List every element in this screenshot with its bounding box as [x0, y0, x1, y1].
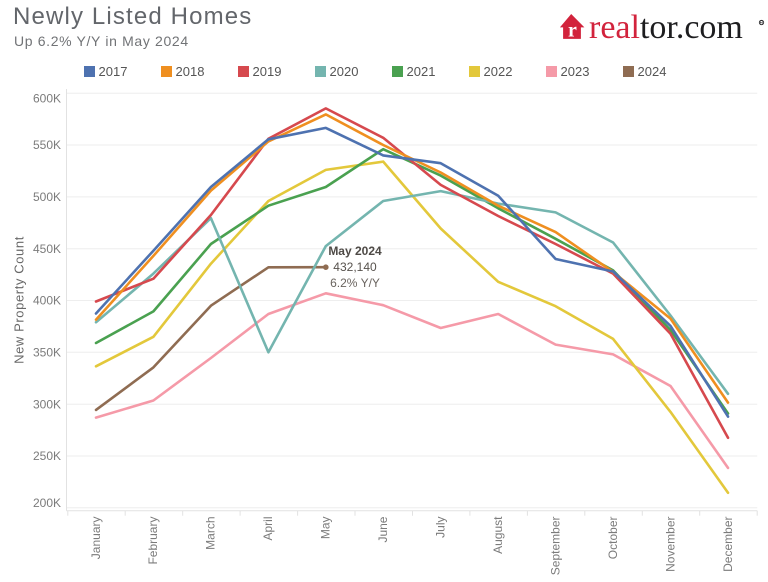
svg-text:432,140: 432,140 [333, 260, 377, 274]
svg-text:July: July [434, 517, 448, 538]
svg-text:October: October [606, 516, 620, 559]
svg-text:April: April [261, 517, 275, 541]
svg-text:250K: 250K [33, 449, 61, 463]
svg-text:September: September [548, 517, 562, 576]
svg-text:300K: 300K [33, 397, 61, 411]
svg-text:February: February [146, 517, 160, 565]
svg-text:r: r [568, 20, 577, 42]
svg-text:November: November [663, 517, 677, 572]
svg-text:May: May [319, 517, 333, 540]
svg-text:350K: 350K [33, 345, 61, 359]
svg-text:March: March [204, 517, 218, 550]
svg-text:New Property Count: New Property Count [11, 236, 26, 364]
svg-text:550K: 550K [33, 138, 61, 152]
svg-text:400K: 400K [33, 294, 61, 308]
svg-text:realtor.com: realtor.com [589, 13, 743, 46]
svg-text:200K: 200K [33, 496, 61, 510]
svg-text:May 2024: May 2024 [328, 244, 382, 258]
svg-text:December: December [721, 517, 735, 572]
svg-text:August: August [491, 516, 505, 554]
svg-text:600K: 600K [33, 91, 61, 105]
svg-text:R: R [760, 21, 764, 27]
svg-text:450K: 450K [33, 242, 61, 256]
svg-text:January: January [89, 517, 103, 560]
svg-text:June: June [376, 516, 390, 542]
svg-text:6.2% Y/Y: 6.2% Y/Y [330, 276, 380, 290]
svg-text:500K: 500K [33, 190, 61, 204]
